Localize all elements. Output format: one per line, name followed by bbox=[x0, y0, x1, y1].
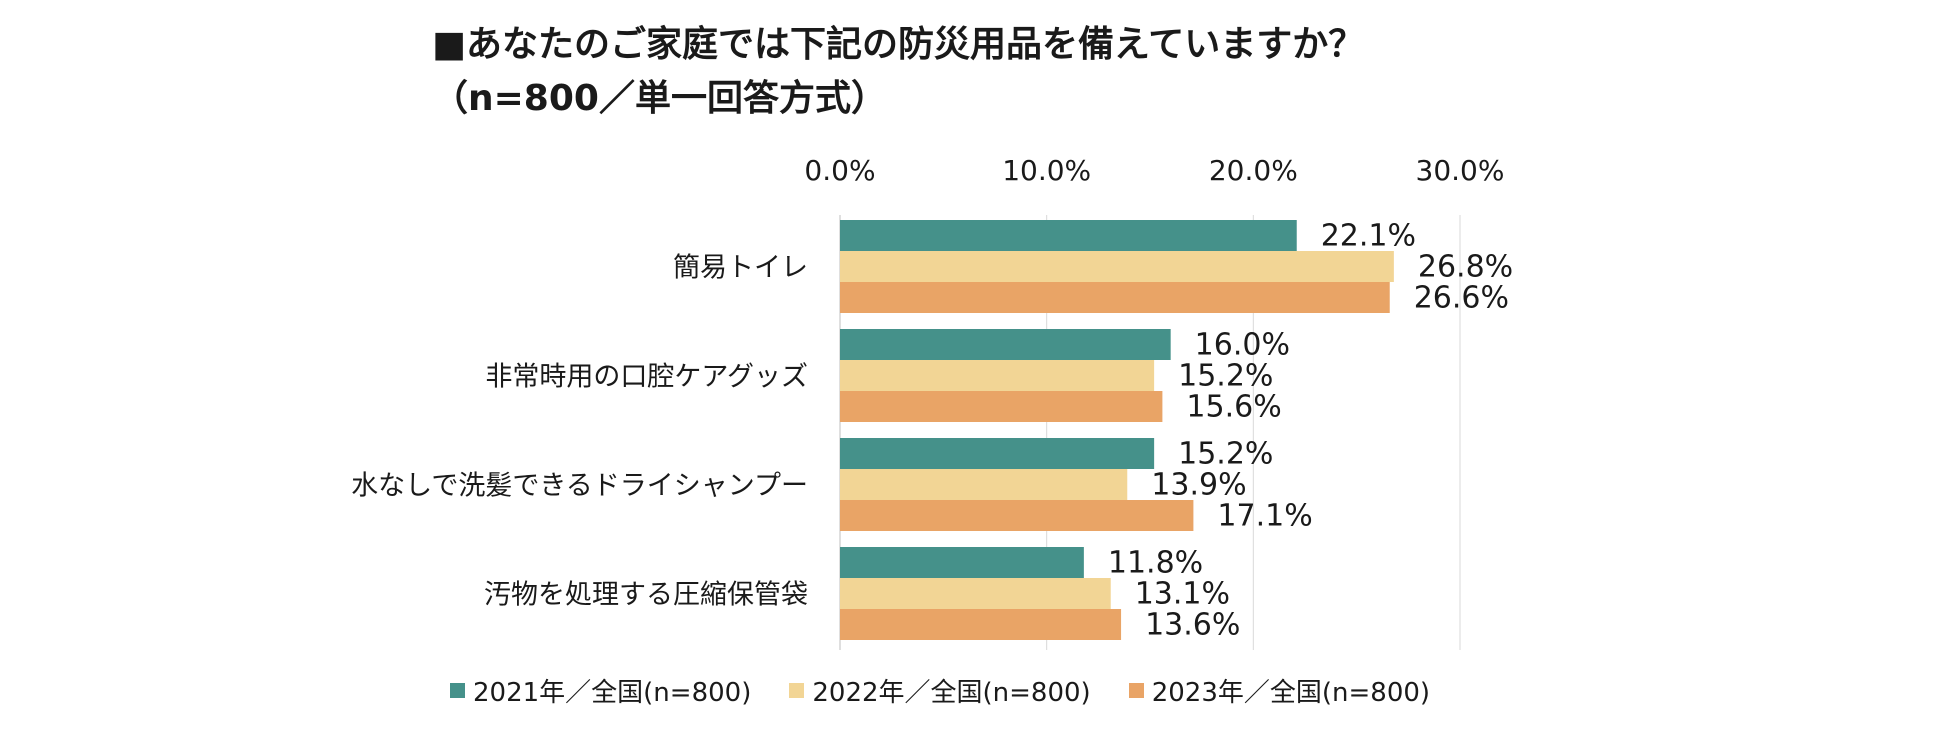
data-label: 13.9% bbox=[1151, 468, 1246, 503]
legend-item-2021: 2021年／全国(n=800) bbox=[450, 672, 751, 709]
bar bbox=[840, 282, 1390, 313]
legend-item-2023: 2023年／全国(n=800) bbox=[1128, 672, 1431, 709]
data-label: 11.8% bbox=[1108, 546, 1203, 581]
legend-label-2021: 2021年／全国(n=800) bbox=[473, 678, 752, 708]
bar bbox=[840, 469, 1128, 500]
x-tick-label: 10.0% bbox=[1002, 154, 1091, 187]
data-label: 15.2% bbox=[1178, 359, 1273, 394]
chart-title: ■あなたのご家庭では下記の防災用品を備えていますか？ （n=800／単一回答方式… bbox=[432, 18, 1364, 126]
data-label: 26.6% bbox=[1414, 281, 1509, 316]
bar bbox=[840, 251, 1394, 282]
legend-swatch-2023 bbox=[1128, 683, 1144, 698]
bar bbox=[840, 438, 1155, 469]
category-label: 汚物を処理する圧縮保管袋 bbox=[484, 580, 808, 611]
bar bbox=[840, 500, 1194, 531]
x-tick-label: 0.0% bbox=[804, 154, 875, 187]
data-label: 22.1% bbox=[1321, 219, 1416, 254]
data-label: 15.2% bbox=[1178, 437, 1273, 472]
legend: 2021年／全国(n=800) 2022年／全国(n=800) 2023年／全国… bbox=[450, 672, 1430, 709]
data-label: 26.8% bbox=[1418, 250, 1513, 285]
legend-label-2023: 2023年／全国(n=800) bbox=[1151, 678, 1431, 708]
bar bbox=[840, 360, 1155, 391]
legend-swatch-2021 bbox=[450, 683, 465, 698]
data-label: 16.0% bbox=[1195, 328, 1290, 363]
data-label: 13.1% bbox=[1135, 577, 1230, 612]
chart-title-line1: ■あなたのご家庭では下記の防災用品を備えていますか？ bbox=[432, 24, 1365, 65]
legend-item-2022: 2022年／全国(n=800) bbox=[789, 672, 1091, 709]
x-tick-label: 20.0% bbox=[1209, 154, 1298, 187]
data-label: 15.6% bbox=[1186, 390, 1281, 425]
bar bbox=[840, 547, 1084, 578]
legend-label-2022: 2022年／全国(n=800) bbox=[812, 678, 1091, 708]
category-label: 簡易トイレ bbox=[673, 253, 808, 284]
chart-title-line2: （n=800／単一回答方式） bbox=[432, 78, 887, 119]
bar bbox=[840, 578, 1111, 609]
legend-swatch-2022 bbox=[789, 683, 805, 698]
bar bbox=[840, 220, 1297, 251]
bar bbox=[840, 609, 1122, 640]
data-label: 13.6% bbox=[1145, 608, 1240, 643]
x-tick-label: 30.0% bbox=[1416, 154, 1505, 187]
category-label: 非常時用の口腔ケアグッズ bbox=[485, 362, 808, 393]
bar bbox=[840, 391, 1163, 422]
category-label: 水なしで洗髪できるドライシャンプー bbox=[351, 471, 808, 502]
bar bbox=[840, 329, 1171, 360]
data-label: 17.1% bbox=[1217, 499, 1312, 534]
